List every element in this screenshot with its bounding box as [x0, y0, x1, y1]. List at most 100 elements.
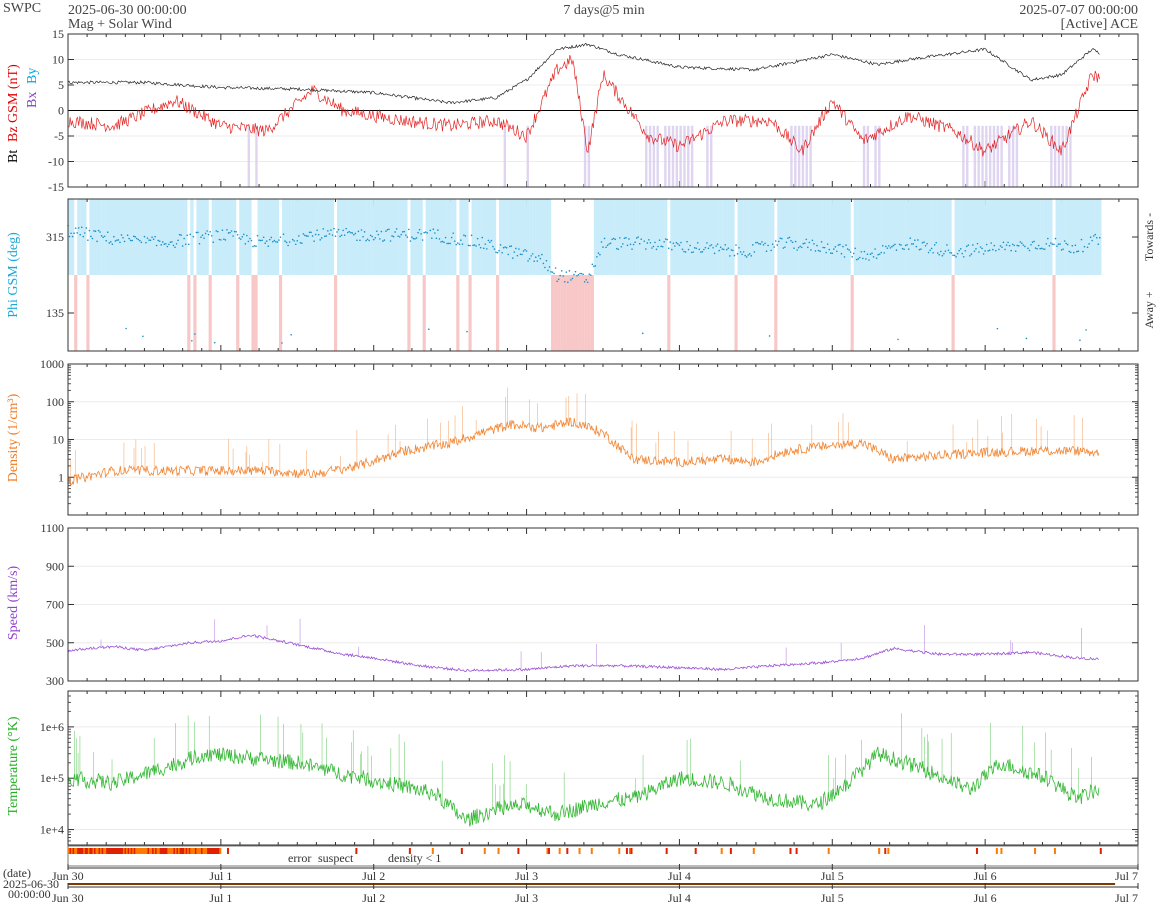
phi-point	[695, 247, 698, 250]
phi-point	[641, 332, 644, 335]
phi-point	[385, 230, 387, 232]
phi-towards-band	[257, 199, 261, 275]
phi-towards-band	[890, 199, 894, 275]
phi-point	[843, 256, 846, 258]
phi-point	[1086, 246, 1089, 249]
phi-point	[247, 240, 250, 243]
phi-point	[230, 230, 233, 232]
flag-mark	[625, 848, 628, 854]
phi-point	[958, 249, 960, 252]
phi-point	[1001, 246, 1003, 248]
phi-towards-band	[768, 199, 772, 275]
phi-towards-band	[1003, 199, 1007, 275]
phi-point	[403, 230, 406, 233]
phi-point	[836, 250, 838, 253]
phi-point	[771, 243, 774, 245]
phi-towards-band	[975, 199, 980, 275]
flag-mark	[86, 848, 89, 854]
bz-shade-bar	[710, 125, 713, 187]
phi-point	[296, 240, 299, 242]
phi-away-band	[850, 275, 854, 351]
phi-towards-band	[997, 199, 1001, 275]
phi-point	[1091, 239, 1093, 242]
phi-point	[282, 233, 285, 235]
phi-point	[397, 235, 399, 237]
source-label: [Active] ACE	[1061, 17, 1138, 32]
phi-point	[956, 252, 959, 255]
phi-point	[1092, 235, 1095, 237]
phi-point	[331, 234, 334, 236]
phi-point	[646, 242, 649, 244]
phi-towards-band	[752, 199, 756, 275]
panel-speed: 300 500 700 900 1100	[40, 521, 1139, 688]
phi-point	[865, 258, 867, 260]
phi-point	[354, 232, 357, 235]
phi-point	[1043, 248, 1046, 250]
phi-towards-band	[535, 199, 539, 275]
flag-mark	[92, 848, 95, 854]
phi-point	[567, 281, 569, 284]
phi-towards-band	[710, 199, 714, 275]
phi-point	[802, 242, 805, 245]
phi-towards-band	[596, 199, 601, 275]
xaxis2-label-3: Jul 3	[515, 891, 538, 905]
phi-towards-band	[948, 199, 952, 275]
phi-point	[255, 245, 257, 248]
phi-point	[781, 237, 783, 240]
phi-point	[213, 341, 216, 344]
phi-point	[545, 259, 548, 262]
flag-mark	[789, 848, 792, 854]
phi-point	[863, 250, 866, 253]
phi-point	[1097, 243, 1100, 245]
ytick-label-speed-2: 700	[46, 598, 64, 612]
phi-towards-band	[648, 199, 653, 275]
phi-point	[349, 231, 352, 234]
phi-point	[857, 258, 860, 260]
phi-towards-band	[599, 199, 604, 275]
phi-towards-band	[945, 199, 949, 275]
phi-point	[797, 246, 800, 249]
phi-towards-band	[217, 199, 221, 275]
phi-point	[84, 232, 86, 234]
phi-towards-band	[541, 199, 546, 275]
phi-point	[76, 232, 78, 234]
flag-mark	[729, 848, 732, 854]
bz-shade-bar	[874, 125, 877, 187]
phi-point	[307, 235, 309, 237]
flag-suspect-label: suspect	[318, 851, 354, 865]
phi-point	[409, 240, 412, 242]
phi-towards-band	[982, 199, 986, 275]
phi-point	[938, 253, 941, 256]
phi-towards-band	[771, 199, 775, 275]
phi-point	[884, 245, 887, 248]
phi-towards-band	[324, 199, 328, 275]
flag-mark	[196, 848, 199, 854]
phi-towards-band	[728, 199, 732, 275]
date-axis-value-1: 2025-06-30	[3, 877, 59, 891]
phi-towards-band	[83, 199, 87, 275]
phi-point	[655, 248, 658, 251]
phi-towards-band	[630, 199, 634, 275]
phi-point	[337, 228, 340, 231]
phi-point	[596, 256, 598, 258]
phi-point	[152, 238, 155, 240]
phi-towards-band	[1082, 199, 1087, 275]
phi-towards-band	[807, 199, 812, 275]
phi-point	[926, 242, 928, 245]
phi-point	[773, 246, 775, 248]
phi-point	[327, 230, 329, 232]
phi-point	[1098, 236, 1101, 239]
phi-point	[784, 246, 786, 248]
phi-point	[698, 248, 701, 251]
phi-point	[1004, 248, 1006, 251]
phi-point	[785, 241, 788, 244]
phi-towards-band	[979, 199, 983, 275]
phi-point	[528, 258, 531, 260]
phi-towards-band	[116, 199, 121, 275]
flags-strip	[67, 845, 1139, 867]
phi-point	[320, 237, 323, 239]
phi-point	[499, 244, 502, 246]
phi-point	[493, 248, 496, 250]
phi-point	[920, 248, 922, 250]
phi-point	[463, 234, 465, 236]
